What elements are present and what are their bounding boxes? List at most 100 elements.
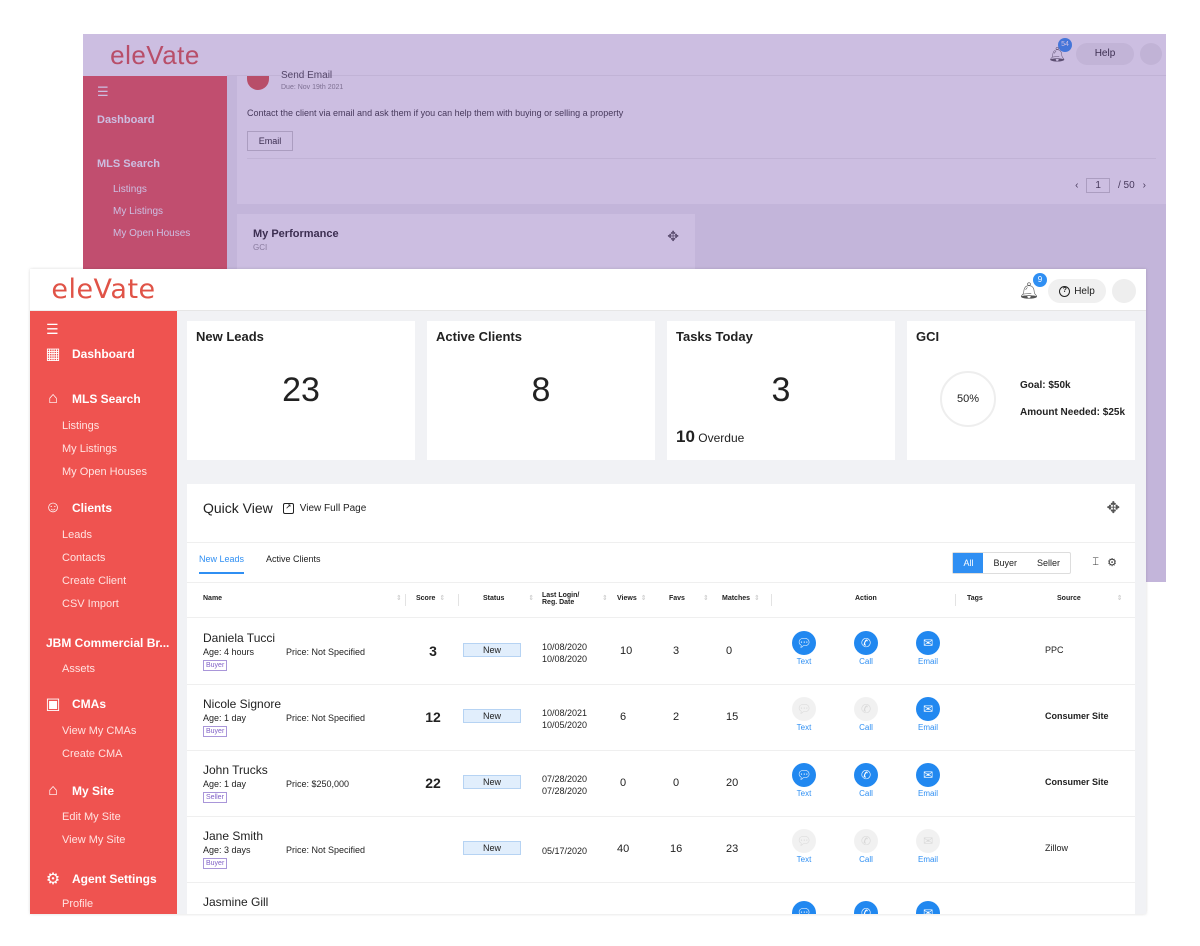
bell-icon[interactable]: 🔔︎ [1018,283,1039,300]
sidebar-item-mls-search[interactable]: ⌂ MLS Search [42,390,141,408]
settings-icon[interactable]: ⚙ [1107,557,1117,569]
col-tags-label: Tags [967,595,983,602]
call-label: Call [859,723,873,732]
email-action-button[interactable]: ✉ Email [908,697,948,732]
last-login-date: 05/17/2020 [542,846,588,856]
lead-name[interactable]: John Trucks [203,763,268,777]
sidebar-item-profile[interactable]: Profile [62,898,94,910]
lead-dates: 05/17/2020 [542,845,587,857]
filter-buyer[interactable]: Buyer [993,558,1017,568]
sidebar-item-jbm[interactable]: JBM Commercial Br... [46,636,169,650]
lead-price: Price: Not Specified [286,647,366,657]
lead-price: Price: Not Specified [286,845,366,855]
view-full-page-link[interactable]: ↗ View Full Page [282,502,366,514]
col-matches[interactable]: Matches ⇕ [722,595,760,602]
table-row[interactable]: Nicole Signore Age: 1 day Price: Not Spe… [187,685,1135,751]
call-action-button[interactable]: ✆ [846,901,886,914]
status-badge: New [463,775,521,789]
sidebar-item-create-client[interactable]: Create Client [62,575,127,587]
sidebar-item-cmas[interactable]: ▣ CMAs [42,695,106,713]
col-action: Action [855,595,877,602]
quick-view-header: Quick View ↗ View Full Page [203,500,366,516]
sidebar-item-view-site[interactable]: View My Site [62,834,126,846]
sidebar-item-agent-settings[interactable]: ⚙ Agent Settings [42,870,157,888]
lead-name[interactable]: Jasmine Gill [203,895,269,909]
sidebar-label-mysite: My Site [72,784,115,798]
gci-card[interactable]: GCI 50% Goal: $50k Amount Needed: $25k [907,321,1135,460]
sidebar-item-open-houses[interactable]: My Open Houses [62,466,147,478]
tab-active-clients[interactable]: Active Clients [266,554,321,564]
sort-name-icon[interactable]: ⇕ [396,595,402,602]
quick-view-panel: Quick View ↗ View Full Page ✥ New Leads … [187,484,1135,914]
email-action-button[interactable]: ✉ [908,901,948,914]
text-action-button[interactable]: 💬︎ Text [784,697,824,732]
filter-all[interactable]: All [953,553,984,573]
sidebar-item-dashboard[interactable]: ▦ Dashboard [42,345,134,363]
sidebar-item-my-listings[interactable]: My Listings [62,443,118,455]
call-action-button[interactable]: ✆ Call [846,697,886,732]
col-source[interactable]: Source ⇕ [1057,595,1123,602]
sidebar-item-csv-import[interactable]: CSV Import [62,598,119,610]
chat-icon: 💬︎ [792,901,816,914]
lead-name[interactable]: Nicole Signore [203,697,282,711]
table-row[interactable]: Daniela Tucci Age: 4 hours Price: Not Sp… [187,619,1135,685]
text-label: Text [796,855,812,864]
col-last-login[interactable]: Last Login/ Reg. Date [542,592,579,606]
tasks-today-card[interactable]: Tasks Today 3 10 Overdue [667,321,895,460]
table-row[interactable]: Jane Smith Age: 3 days Price: Not Specif… [187,817,1135,883]
call-action-button[interactable]: ✆ Call [846,631,886,666]
phone-icon: ✆ [854,697,878,721]
email-label: Email [917,789,938,798]
drag-handle-icon[interactable]: ✥ [1106,500,1120,517]
sidebar-item-leads[interactable]: Leads [62,529,92,541]
sidebar-item-my-site[interactable]: ⌂ My Site [42,782,114,800]
text-action-button[interactable]: 💬︎ Text [784,763,824,798]
overdue-count: 10 Overdue [676,427,744,447]
app-window: eleVate 🔔︎ 9 ? Help ☰ ▦ Dashboard ⌂ MLS … [30,269,1146,914]
col-views[interactable]: Views ⇕ [617,595,647,602]
sidebar-item-edit-site[interactable]: Edit My Site [62,811,121,823]
menu-toggle-icon[interactable]: ☰ [46,321,59,337]
sidebar-item-assets[interactable]: Assets [62,663,96,675]
text-action-button[interactable]: 💬︎ [784,901,824,914]
text-action-button[interactable]: 💬︎ Text [784,631,824,666]
sidebar-item-clients[interactable]: ☺ Clients [42,499,112,517]
avatar[interactable] [1112,279,1136,303]
email-action-button[interactable]: ✉ Email [908,763,948,798]
logo: eleVate [51,274,156,305]
new-leads-card[interactable]: New Leads 23 [187,321,415,460]
lead-name[interactable]: Jane Smith [203,829,264,843]
table-row[interactable]: Jasmine Gill 💬︎ ✆ ✉ [187,883,1135,914]
phone-icon: ✆ [854,631,878,655]
site-icon: ⌂ [48,782,58,799]
email-action-button[interactable]: ✉ Email [908,631,948,666]
filter-seller[interactable]: Seller [1036,558,1060,568]
table-row[interactable]: John Trucks Age: 1 day Price: $250,000 S… [187,751,1135,817]
col-favs[interactable]: Favs ⇕ [669,595,709,602]
col-status[interactable]: Status ⇕ [483,595,534,602]
logo-container[interactable]: eleVate [30,269,177,311]
sidebar-item-contacts[interactable]: Contacts [62,552,106,564]
bg-next-icon: › [1142,180,1146,191]
lead-age: Age: 1 day [203,713,247,723]
text-action-button[interactable]: 💬︎ Text [784,829,824,864]
sidebar-item-view-cmas[interactable]: View My CMAs [62,725,137,737]
call-action-button[interactable]: ✆ Call [846,763,886,798]
tab-new-leads[interactable]: New Leads [199,554,245,574]
help-label: Help [1074,285,1095,297]
lead-price: Price: $250,000 [286,779,350,789]
col-name[interactable]: Name [203,595,222,602]
help-button[interactable]: ? Help [1048,279,1106,303]
sort-date-icon[interactable]: ⇕ [602,595,608,602]
sidebar-item-listings[interactable]: Listings [62,420,100,432]
col-score[interactable]: Score ⇕ [416,595,445,602]
bg-perf-sub: GCI [253,243,268,252]
new-leads-title: New Leads [196,329,264,344]
call-action-button[interactable]: ✆ Call [846,829,886,864]
lead-name[interactable]: Daniela Tucci [203,631,276,645]
active-clients-card[interactable]: Active Clients 8 [427,321,655,460]
email-action-button[interactable]: ✉ Email [908,829,948,864]
sidebar-item-create-cma[interactable]: Create CMA [62,748,123,760]
last-login-date: 10/08/2020 [542,642,588,652]
text-cursor-icon[interactable]: ⌶ [1092,556,1099,568]
